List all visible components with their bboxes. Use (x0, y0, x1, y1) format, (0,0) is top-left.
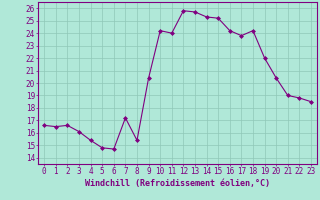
X-axis label: Windchill (Refroidissement éolien,°C): Windchill (Refroidissement éolien,°C) (85, 179, 270, 188)
